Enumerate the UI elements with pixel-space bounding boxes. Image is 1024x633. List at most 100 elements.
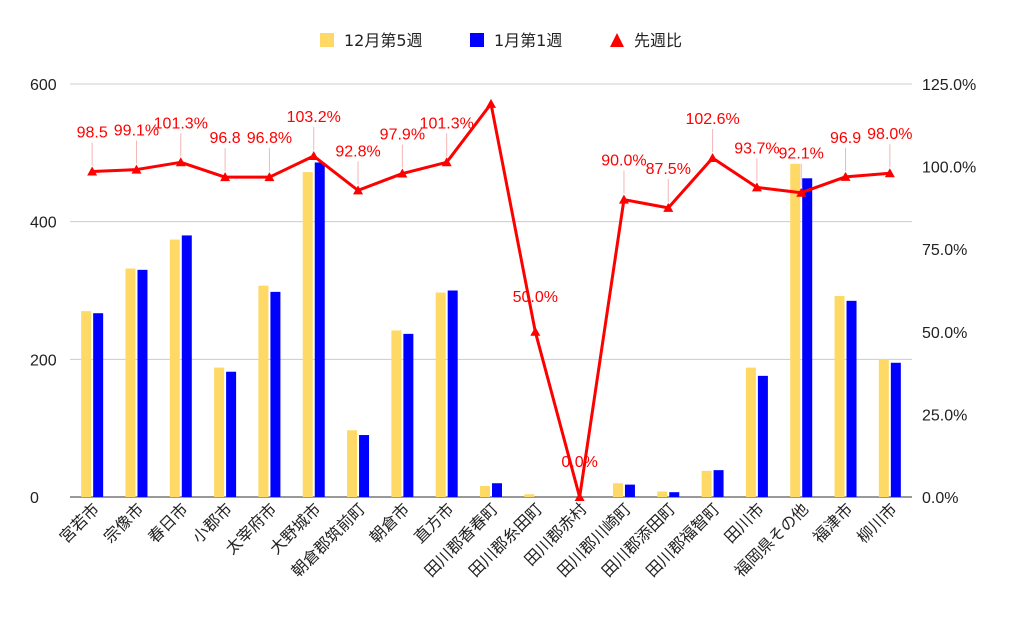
bar-12月第5週 bbox=[612, 483, 623, 497]
category-label: 宮若市 bbox=[56, 499, 103, 546]
ratio-data-label: 101.3% bbox=[154, 115, 208, 132]
ratio-data-label: 102.6% bbox=[685, 111, 739, 128]
ratio-data-label: 90.0% bbox=[601, 153, 646, 170]
legend-swatch bbox=[470, 33, 484, 47]
bar-1月第1週 bbox=[270, 291, 281, 497]
bar-1月第1週 bbox=[846, 300, 857, 497]
bar-12月第5週 bbox=[347, 430, 358, 497]
right-tick-label: 125.0% bbox=[922, 77, 976, 94]
category-label: 朝倉市 bbox=[366, 499, 413, 546]
ratio-data-label: 0.0% bbox=[561, 454, 597, 471]
ratio-marker bbox=[884, 168, 895, 178]
category-axis: 宮若市宗像市春日市小郡市太宰府市大野城市朝倉郡筑前町朝倉市直方市田川郡香春町田川… bbox=[56, 499, 901, 580]
ratio-marker bbox=[220, 172, 231, 182]
bar-12月第5週 bbox=[790, 163, 801, 497]
right-tick-label: 0.0% bbox=[922, 490, 958, 507]
ratio-marker bbox=[131, 164, 142, 174]
left-tick-label: 0 bbox=[30, 490, 39, 507]
ratio-marker bbox=[840, 171, 851, 181]
right-tick-label: 25.0% bbox=[922, 407, 967, 424]
bar-1月第1週 bbox=[447, 290, 458, 497]
bar-12月第5週 bbox=[878, 359, 889, 497]
ratio-data-label: 92.8% bbox=[335, 143, 380, 160]
bar-1月第1週 bbox=[890, 362, 901, 497]
bar-1月第1週 bbox=[624, 484, 635, 497]
ratio-marker bbox=[707, 153, 718, 163]
data-labels: 98.5 99.1%101.3%96.8 96.8%103.2%92.8%97.9%… bbox=[77, 109, 913, 471]
legend: 12月第5週 1月第1週 先週比 bbox=[320, 31, 682, 50]
bar-12月第5週 bbox=[834, 296, 845, 497]
right-axis: 0.0% 25.0% 50.0% 75.0% 100.0% 125.0% bbox=[922, 77, 976, 507]
ratio-marker bbox=[175, 157, 186, 167]
ratio-data-label: 87.5% bbox=[646, 161, 691, 178]
ratio-data-label: 96.8 bbox=[210, 130, 241, 147]
bar-12月第5週 bbox=[391, 330, 402, 497]
ratio-data-label: 97.9% bbox=[380, 127, 425, 144]
bar-1月第1週 bbox=[492, 483, 502, 497]
bar-12月第5週 bbox=[701, 470, 712, 497]
bar-12月第5週 bbox=[435, 292, 446, 497]
gridlines bbox=[70, 83, 912, 498]
ratio-marker bbox=[574, 492, 585, 501]
bar-12月第5週 bbox=[302, 172, 313, 497]
bar-1月第1週 bbox=[359, 435, 370, 497]
ratio-data-label: 92.1% bbox=[779, 146, 824, 163]
legend-label: 先週比 bbox=[634, 31, 682, 50]
bar-12月第5週 bbox=[169, 239, 180, 497]
bar-12月第5週 bbox=[214, 367, 225, 497]
left-tick-label: 400 bbox=[30, 215, 57, 232]
bar-1月第1週 bbox=[669, 492, 680, 497]
bar-1月第1週 bbox=[802, 178, 813, 497]
bar-1月第1週 bbox=[226, 371, 237, 497]
bar-12月第5週 bbox=[81, 311, 92, 497]
bar-12月第5週 bbox=[125, 268, 136, 497]
ratio-marker bbox=[397, 168, 408, 178]
bar-12月第5週 bbox=[480, 485, 490, 497]
ratio-data-label: 101.3% bbox=[420, 115, 474, 132]
left-tick-label: 200 bbox=[30, 352, 57, 369]
ratio-marker bbox=[530, 326, 541, 336]
category-label: 春日市 bbox=[144, 499, 191, 546]
ratio-marker bbox=[486, 98, 496, 108]
ratio-data-label: 98.5 bbox=[77, 125, 108, 142]
bars bbox=[81, 162, 901, 497]
bar-12月第5週 bbox=[657, 491, 668, 497]
ratio-marker bbox=[441, 157, 452, 167]
bar-1月第1週 bbox=[314, 162, 325, 497]
ratio-data-label: 50.0% bbox=[513, 289, 558, 306]
ratio-data-label: 93.7% bbox=[734, 140, 779, 157]
ratio-marker bbox=[264, 172, 275, 182]
left-axis: 0 200 400 600 bbox=[30, 77, 57, 507]
category-label: 柳川市 bbox=[853, 499, 900, 546]
bar-1月第1週 bbox=[757, 375, 768, 497]
legend-swatch bbox=[610, 33, 624, 47]
right-tick-label: 50.0% bbox=[922, 325, 967, 342]
ratio-data-label: 96.9 bbox=[830, 130, 861, 147]
ratio-data-label: 103.2% bbox=[287, 109, 341, 126]
legend-swatch bbox=[320, 33, 334, 47]
ratio-data-label: 96.8% bbox=[247, 130, 292, 147]
bar-1月第1週 bbox=[181, 235, 192, 497]
ratio-marker bbox=[663, 202, 674, 212]
bar-1月第1週 bbox=[713, 470, 724, 497]
legend-label: 1月第1週 bbox=[494, 31, 562, 50]
right-tick-label: 100.0% bbox=[922, 160, 976, 177]
bar-12月第5週 bbox=[745, 367, 756, 497]
ratio-marker bbox=[308, 151, 319, 161]
bar-12月第5週 bbox=[258, 285, 269, 497]
right-tick-label: 75.0% bbox=[922, 242, 967, 259]
bar-1月第1週 bbox=[137, 269, 148, 497]
ratio-data-label: 98.0% bbox=[867, 126, 912, 143]
ratio-marker bbox=[618, 194, 629, 204]
ratio-marker bbox=[796, 187, 807, 197]
ratio-line bbox=[87, 98, 895, 501]
ratio-line-path bbox=[92, 102, 890, 499]
ratio-data-label: 99.1% bbox=[114, 123, 159, 140]
bar-12月第5週 bbox=[524, 494, 535, 497]
category-label: 福津市 bbox=[809, 499, 856, 546]
bar-1月第1週 bbox=[93, 313, 104, 497]
ratio-marker bbox=[353, 185, 364, 195]
ratio-marker bbox=[87, 166, 98, 176]
left-tick-label: 600 bbox=[30, 77, 57, 94]
